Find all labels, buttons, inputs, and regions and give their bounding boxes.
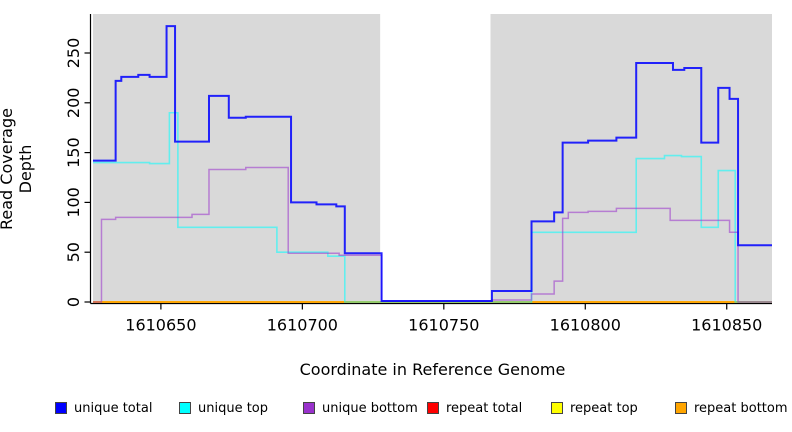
legend-label: unique bottom bbox=[322, 400, 418, 416]
legend-swatch-repeat-top bbox=[551, 402, 563, 414]
legend-item-unique-top: unique top bbox=[179, 400, 268, 416]
legend-label: repeat bottom bbox=[694, 400, 788, 416]
legend-swatch-repeat-total bbox=[427, 402, 439, 414]
legend-label: repeat total bbox=[446, 400, 523, 416]
legend-label: repeat top bbox=[570, 400, 638, 416]
legend-item-repeat-bottom: repeat bottom bbox=[675, 400, 788, 416]
legend-label: unique top bbox=[198, 400, 269, 416]
legend-item-unique-total: unique total bbox=[55, 400, 152, 416]
legend-swatch-unique-bottom bbox=[303, 402, 315, 414]
x-axis-label: Coordinate in Reference Genome bbox=[299, 360, 566, 379]
legend-item-unique-bottom: unique bottom bbox=[303, 400, 418, 416]
svg-text:0: 0 bbox=[64, 297, 83, 307]
legend-swatch-unique-top bbox=[179, 402, 191, 414]
svg-text:1610850: 1610850 bbox=[691, 316, 762, 335]
legend-swatch-unique-total bbox=[55, 402, 67, 414]
legend-item-repeat-total: repeat total bbox=[427, 400, 522, 416]
svg-text:1610650: 1610650 bbox=[125, 316, 196, 335]
svg-text:50: 50 bbox=[64, 242, 83, 262]
svg-text:250: 250 bbox=[64, 38, 83, 69]
legend-item-repeat-top: repeat top bbox=[551, 400, 638, 416]
legend-swatch-repeat-bottom bbox=[675, 402, 687, 414]
svg-text:100: 100 bbox=[64, 187, 83, 218]
legend-label: unique total bbox=[74, 400, 153, 416]
svg-text:1610800: 1610800 bbox=[550, 316, 621, 335]
svg-text:200: 200 bbox=[64, 88, 83, 119]
svg-text:150: 150 bbox=[64, 137, 83, 168]
svg-text:1610700: 1610700 bbox=[267, 316, 338, 335]
svg-text:1610750: 1610750 bbox=[408, 316, 479, 335]
y-axis-label: Read Coverage Depth bbox=[0, 108, 35, 230]
